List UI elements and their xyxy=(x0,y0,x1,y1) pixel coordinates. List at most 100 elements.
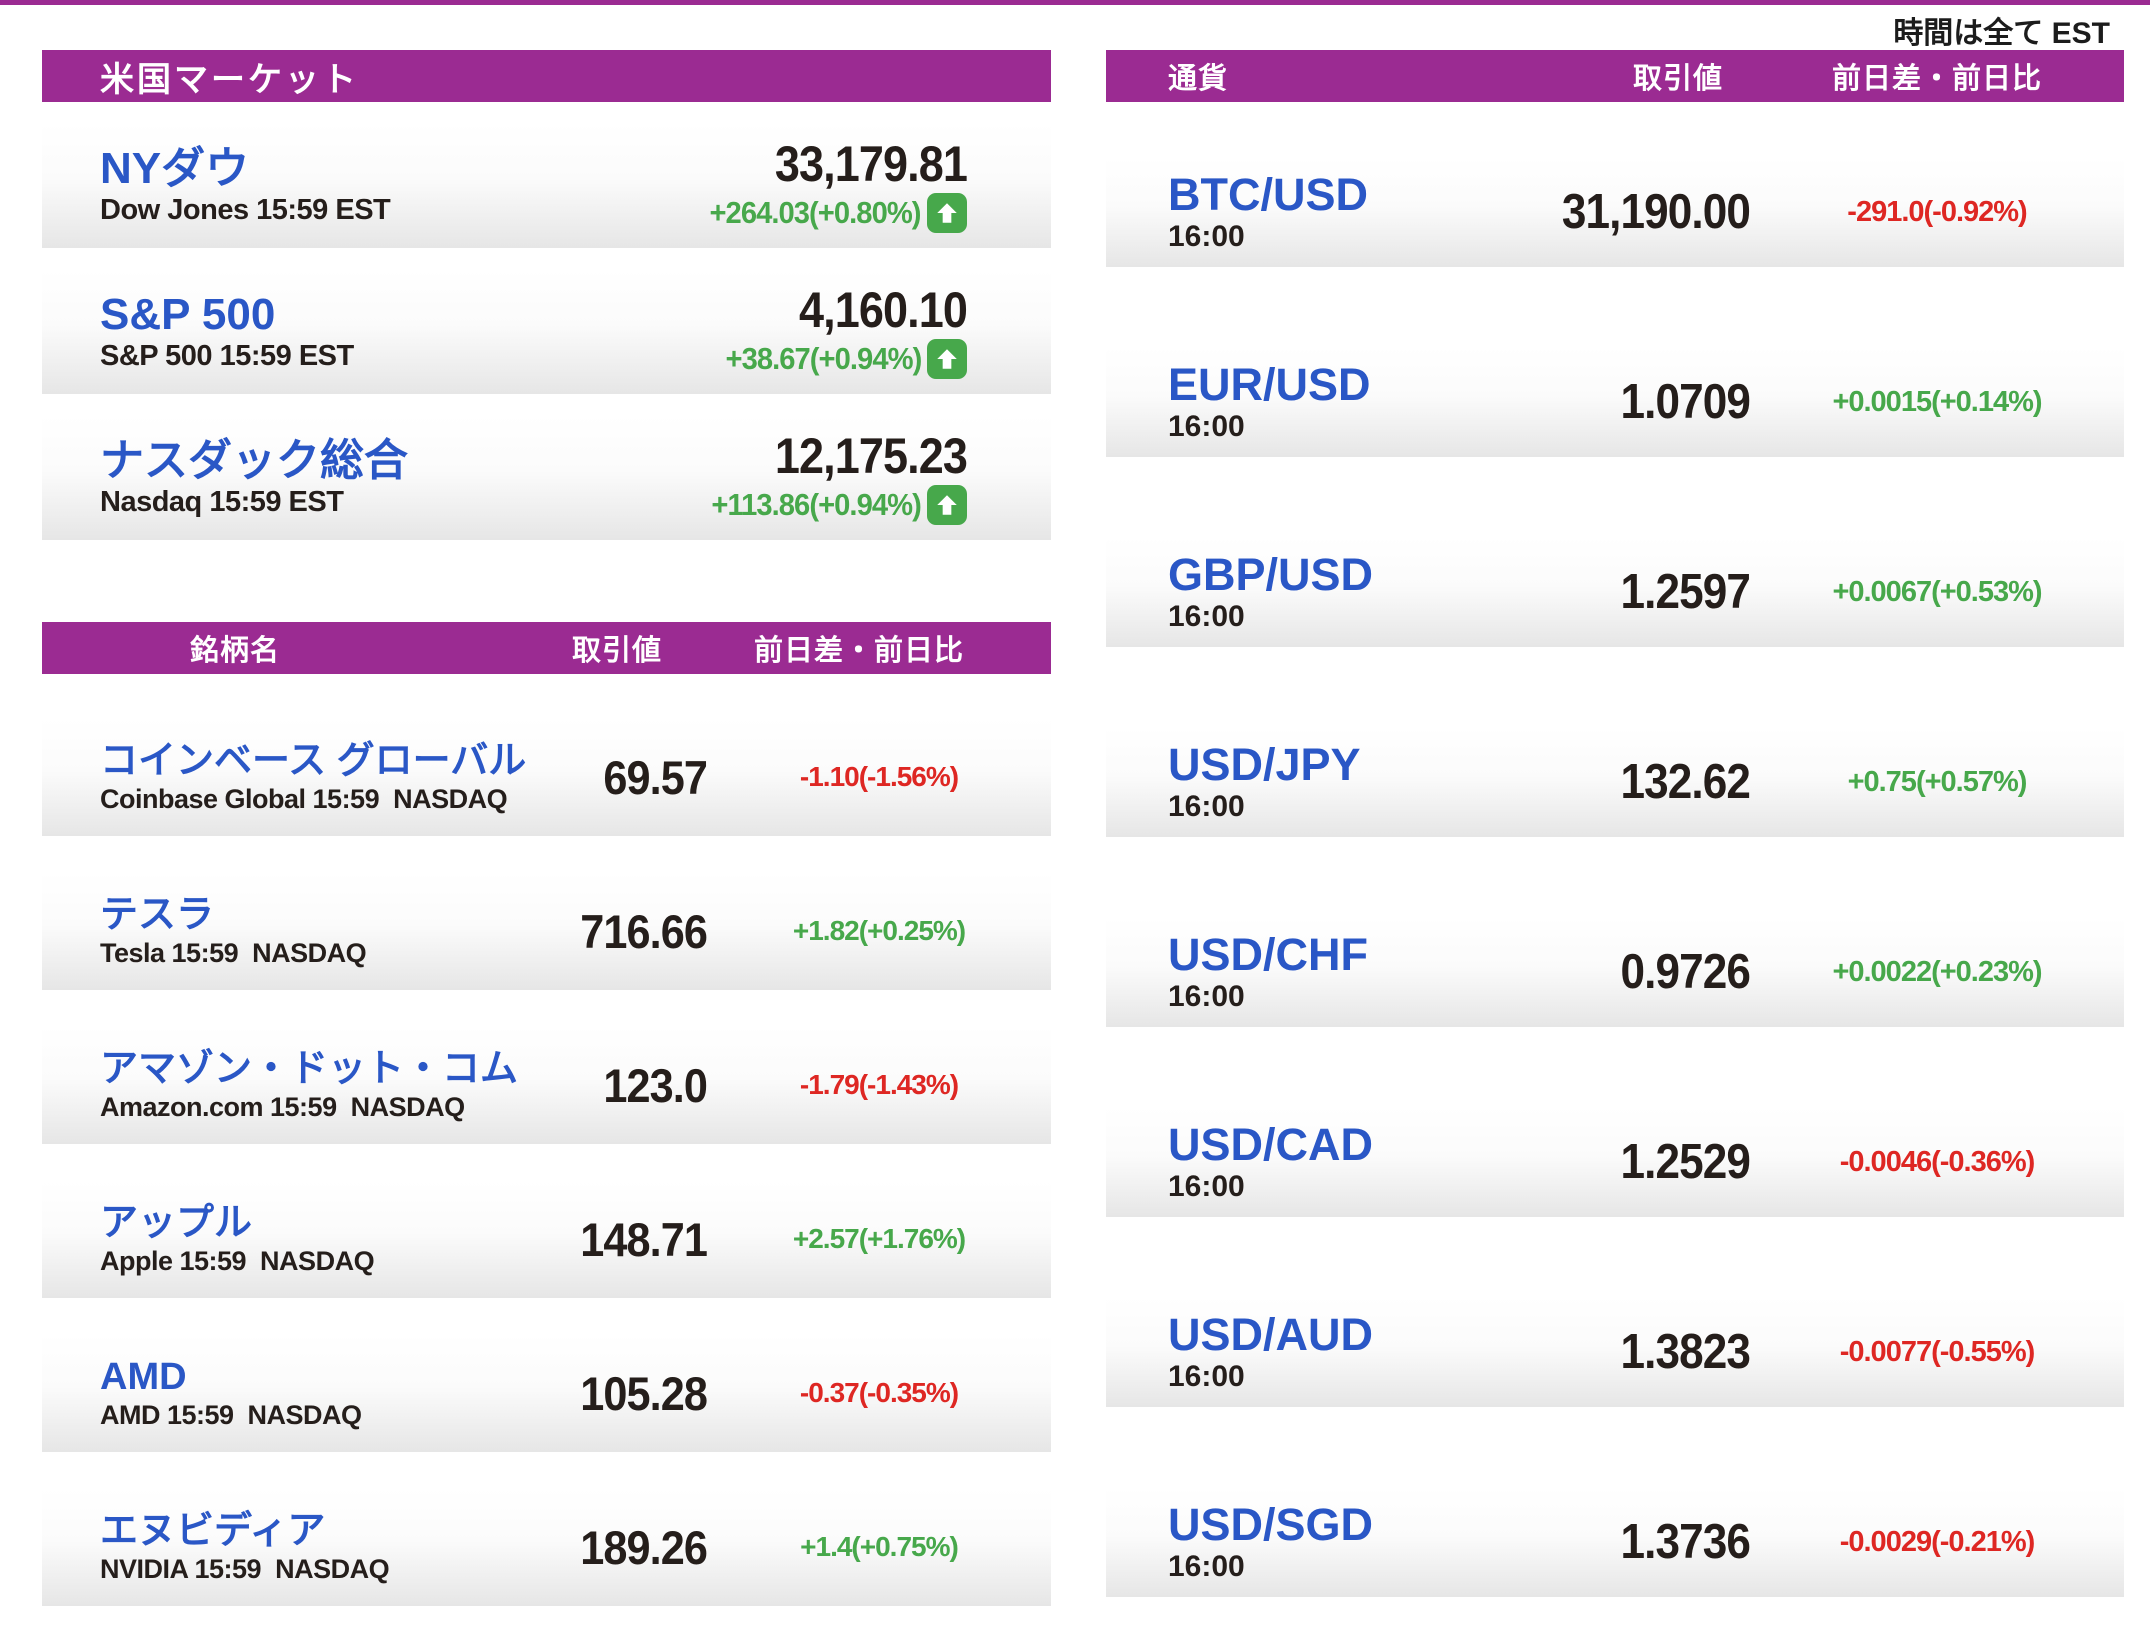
up-arrow-icon xyxy=(927,192,967,233)
stock-name[interactable]: テスラ xyxy=(100,893,215,936)
index-value: 12,175.23 xyxy=(774,428,968,485)
index-name[interactable]: NYダウ xyxy=(100,143,250,193)
currency-time: 16:00 xyxy=(1168,599,1245,633)
currency-time: 16:00 xyxy=(1168,1169,1245,1203)
stock-price: 716.66 xyxy=(580,904,708,958)
currency-price: 31,190.00 xyxy=(1561,185,1751,239)
currency-table-header: 通貨 取引値 前日差・前日比 xyxy=(1106,50,2124,102)
currency-row-usdchf: USD/CHF 16:00 0.9726 +0.0022(+0.23%) xyxy=(1106,917,2124,1027)
currency-change: -0.0077(-0.55%) xyxy=(1839,1335,2036,1368)
stock-change: -1.79(-1.43%) xyxy=(799,1069,959,1100)
stocks-table-header: 銘柄名 取引値 前日差・前日比 xyxy=(42,622,1051,674)
currency-price: 1.0709 xyxy=(1620,375,1751,429)
us-market-panel: 米国マーケット NYダウ Dow Jones 15:59 EST 33,179.… xyxy=(42,50,1051,1606)
stock-subtitle: Tesla 15:59 NASDAQ xyxy=(100,938,367,969)
currency-change: +0.0015(+0.14%) xyxy=(1832,385,2042,418)
top-accent-strip xyxy=(0,0,2150,5)
currency-change: +0.0022(+0.23%) xyxy=(1832,955,2042,988)
column-header-change: 前日差・前日比 xyxy=(1831,63,2042,95)
currency-pair[interactable]: USD/CAD xyxy=(1168,1119,1374,1171)
currency-price: 1.3736 xyxy=(1620,1515,1751,1569)
index-subtitle: Dow Jones 15:59 EST xyxy=(100,194,391,227)
currency-change: -0.0046(-0.36%) xyxy=(1839,1145,2036,1178)
currency-row-usdaud: USD/AUD 16:00 1.3823 -0.0077(-0.55%) xyxy=(1106,1297,2124,1407)
column-header-name: 銘柄名 xyxy=(190,635,281,667)
currency-panel: 通貨 取引値 前日差・前日比 BTC/USD 16:00 31,190.00 -… xyxy=(1106,50,2124,1597)
currency-change: +0.75(+0.57%) xyxy=(1847,765,2028,798)
column-header-price: 取引値 xyxy=(571,635,662,667)
timezone-note: 時間は全て EST xyxy=(1893,17,2110,50)
currency-change: -291.0(-0.92%) xyxy=(1847,195,2027,228)
currency-pair[interactable]: USD/CHF xyxy=(1168,929,1368,981)
stock-price: 189.26 xyxy=(580,1520,708,1574)
currency-pair[interactable]: USD/SGD xyxy=(1168,1499,1374,1551)
currency-price: 132.62 xyxy=(1620,755,1751,809)
stock-name[interactable]: アマゾン・ドット・コム xyxy=(100,1047,519,1090)
currency-price: 0.9726 xyxy=(1620,945,1751,999)
up-arrow-icon xyxy=(927,338,967,379)
column-header-currency: 通貨 xyxy=(1168,63,1229,95)
stock-name[interactable]: アップル xyxy=(100,1201,253,1244)
currency-row-usdcad: USD/CAD 16:00 1.2529 -0.0046(-0.36%) xyxy=(1106,1107,2124,1217)
stock-row-nvidia: エヌビディア NVIDIA 15:59 NASDAQ 189.26 +1.4(+… xyxy=(42,1488,1051,1606)
stock-subtitle: NVIDIA 15:59 NASDAQ xyxy=(100,1554,390,1585)
column-header-price: 取引値 xyxy=(1632,63,1723,95)
currency-pair[interactable]: USD/JPY xyxy=(1168,739,1361,791)
stock-change: +1.82(+0.25%) xyxy=(792,915,966,946)
stock-price: 105.28 xyxy=(580,1366,708,1420)
stock-row-apple: アップル Apple 15:59 NASDAQ 148.71 +2.57(+1.… xyxy=(42,1180,1051,1298)
index-row-nasdaq: ナスダック総合 Nasdaq 15:59 EST 12,175.23 +113.… xyxy=(42,415,1051,540)
index-subtitle: S&P 500 15:59 EST xyxy=(100,340,354,373)
index-name[interactable]: S&P 500 xyxy=(100,289,276,339)
currency-pair[interactable]: BTC/USD xyxy=(1168,169,1368,221)
stock-name[interactable]: エヌビディア xyxy=(100,1509,326,1552)
currency-time: 16:00 xyxy=(1168,1359,1245,1393)
currency-price: 1.2597 xyxy=(1620,565,1751,619)
stock-change: +1.4(+0.75%) xyxy=(800,1531,959,1562)
us-market-header: 米国マーケット xyxy=(42,50,1051,102)
up-arrow-icon xyxy=(927,484,967,525)
stock-row-tesla: テスラ Tesla 15:59 NASDAQ 716.66 +1.82(+0.2… xyxy=(42,872,1051,990)
stock-price: 69.57 xyxy=(603,750,708,804)
currency-time: 16:00 xyxy=(1168,1549,1245,1583)
index-value: 33,179.81 xyxy=(774,136,968,193)
currency-time: 16:00 xyxy=(1168,219,1245,253)
stock-subtitle: Coinbase Global 15:59 NASDAQ xyxy=(100,784,508,815)
currency-time: 16:00 xyxy=(1168,979,1245,1013)
stock-subtitle: AMD 15:59 NASDAQ xyxy=(100,1400,362,1431)
us-market-header-title: 米国マーケット xyxy=(100,60,359,99)
currency-change: +0.0067(+0.53%) xyxy=(1832,575,2042,608)
index-row-sp500: S&P 500 S&P 500 15:59 EST 4,160.10 +38.6… xyxy=(42,269,1051,394)
stock-change: -1.10(-1.56%) xyxy=(799,761,959,792)
column-header-change: 前日差・前日比 xyxy=(753,635,964,667)
stock-row-coinbase: コインベース グローバル Coinbase Global 15:59 NASDA… xyxy=(42,718,1051,836)
currency-time: 16:00 xyxy=(1168,789,1245,823)
stock-change: +2.57(+1.76%) xyxy=(792,1223,966,1254)
index-change: +264.03(+0.80%) xyxy=(709,194,922,230)
stock-name[interactable]: コインベース グローバル xyxy=(100,739,527,782)
stock-name[interactable]: AMD xyxy=(100,1355,187,1398)
currency-price: 1.3823 xyxy=(1620,1325,1751,1379)
currency-pair[interactable]: EUR/USD xyxy=(1168,359,1371,411)
stock-row-amd: AMD AMD 15:59 NASDAQ 105.28 -0.37(-0.35%… xyxy=(42,1334,1051,1452)
index-name[interactable]: ナスダック総合 xyxy=(100,435,408,485)
stock-change: -0.37(-0.35%) xyxy=(799,1377,959,1408)
currency-pair[interactable]: USD/AUD xyxy=(1168,1309,1374,1361)
currency-row-usdjpy: USD/JPY 16:00 132.62 +0.75(+0.57%) xyxy=(1106,727,2124,837)
stock-subtitle: Apple 15:59 NASDAQ xyxy=(100,1246,375,1277)
currency-change: -0.0029(-0.21%) xyxy=(1839,1525,2036,1558)
currency-time: 16:00 xyxy=(1168,409,1245,443)
stock-price: 148.71 xyxy=(580,1212,708,1266)
stock-price: 123.0 xyxy=(603,1058,708,1112)
stock-row-amazon: アマゾン・ドット・コム Amazon.com 15:59 NASDAQ 123.… xyxy=(42,1026,1051,1144)
currency-row-gbpusd: GBP/USD 16:00 1.2597 +0.0067(+0.53%) xyxy=(1106,537,2124,647)
index-change: +113.86(+0.94%) xyxy=(711,486,922,522)
currency-price: 1.2529 xyxy=(1620,1135,1751,1189)
index-row-nydow: NYダウ Dow Jones 15:59 EST 33,179.81 +264.… xyxy=(42,123,1051,248)
index-subtitle: Nasdaq 15:59 EST xyxy=(100,486,344,519)
currency-pair[interactable]: GBP/USD xyxy=(1168,549,1374,601)
index-change: +38.67(+0.94%) xyxy=(725,340,922,376)
stock-subtitle: Amazon.com 15:59 NASDAQ xyxy=(100,1092,465,1123)
currency-row-eurusd: EUR/USD 16:00 1.0709 +0.0015(+0.14%) xyxy=(1106,347,2124,457)
currency-row-btcusd: BTC/USD 16:00 31,190.00 -291.0(-0.92%) xyxy=(1106,157,2124,267)
